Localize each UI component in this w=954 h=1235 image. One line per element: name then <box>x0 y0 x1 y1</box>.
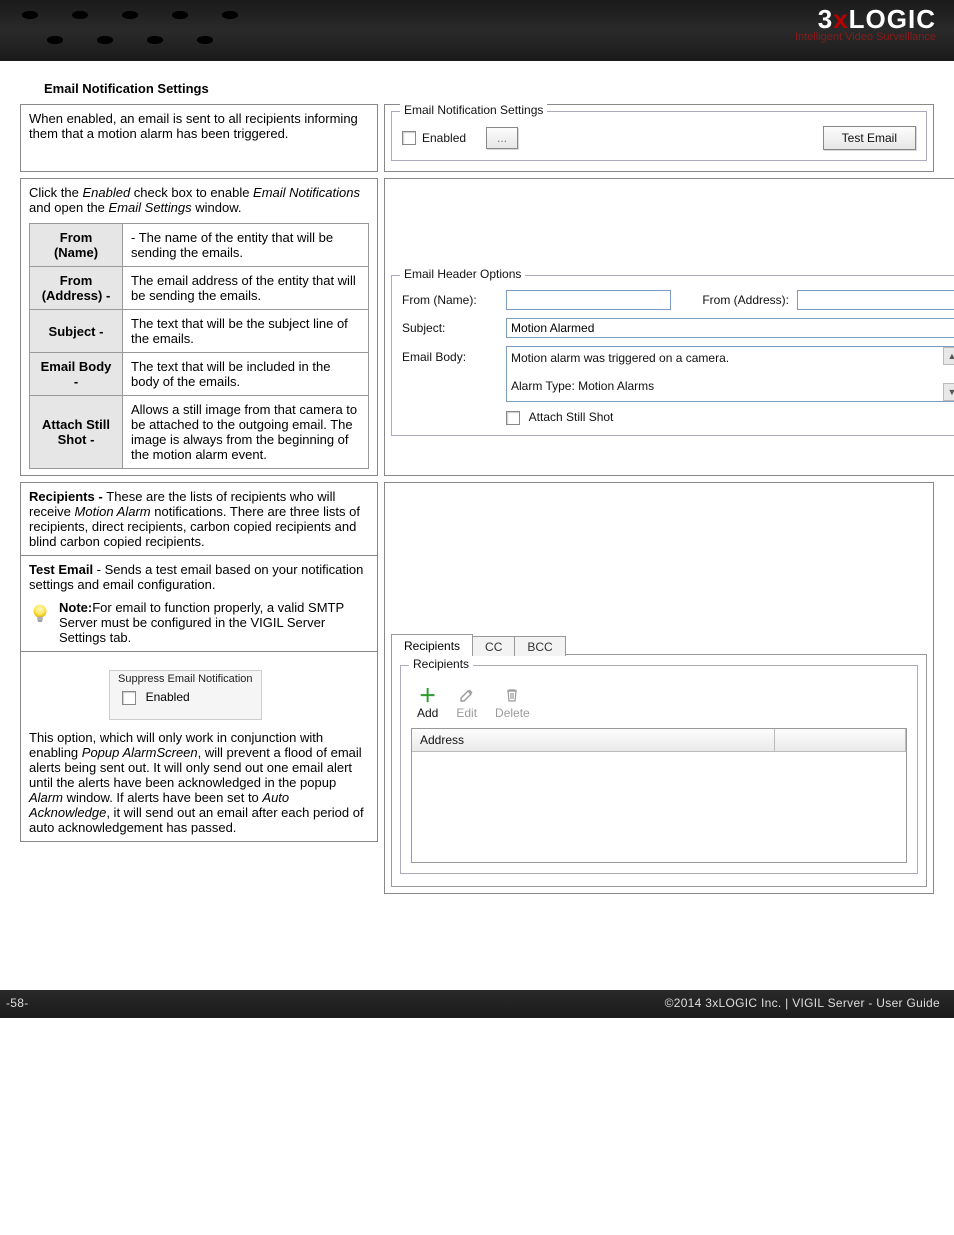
scroll-down-icon[interactable]: ▼ <box>943 383 954 401</box>
suppress-paragraph: This option, which will only work in con… <box>29 730 369 835</box>
subject-label: Subject: <box>402 321 498 335</box>
edit-button[interactable]: Edit <box>456 686 477 720</box>
row2-intro: Click the Enabled check box to enable Em… <box>29 185 369 215</box>
def-2-d: The text that will be the subject line o… <box>123 310 369 353</box>
brand-post: LOGIC <box>849 4 936 34</box>
subject-input[interactable] <box>506 318 954 338</box>
from-name-label: From (Name): <box>402 293 498 307</box>
email-body-label: Email Body: <box>402 346 498 364</box>
delete-button[interactable]: Delete <box>495 686 530 720</box>
footer-text: ©2014 3xLOGIC Inc. | VIGIL Server - User… <box>665 996 940 1010</box>
tab-cc[interactable]: CC <box>472 636 515 656</box>
row2-screenshot: Email Header Options From (Name): From (… <box>384 178 954 476</box>
enabled-label: Enabled <box>422 131 466 145</box>
banner-texture <box>0 0 350 61</box>
header-options-legend: Email Header Options <box>400 267 525 281</box>
from-name-input[interactable] <box>506 290 671 310</box>
ellipsis-button[interactable]: ... <box>486 127 518 149</box>
trash-icon <box>503 686 521 704</box>
row1-description: When enabled, an email is sent to all re… <box>20 104 378 172</box>
brand-logo: 3xLOGIC Intelligent Video Surveillance <box>795 4 936 43</box>
def-0-h: From (Name) <box>30 224 123 267</box>
plus-icon: ＋ <box>419 686 437 704</box>
attach-still-label: Attach Still Shot <box>529 410 614 424</box>
suppress-desc: Suppress Email Notification Enabled This… <box>20 652 378 842</box>
test-email-button[interactable]: Test Email <box>823 126 916 150</box>
add-button[interactable]: ＋ Add <box>417 686 438 720</box>
attach-still-checkbox[interactable] <box>506 411 520 425</box>
email-body-input[interactable]: Motion alarm was triggered on a camera. … <box>506 346 954 402</box>
footer: -58- ©2014 3xLOGIC Inc. | VIGIL Server -… <box>0 990 954 1018</box>
def-3-h: Email Body - <box>30 353 123 396</box>
page-number: -58- <box>6 996 29 1010</box>
recipients-grid: Address <box>411 728 907 863</box>
row1-screenshot: Email Notification Settings Enabled ... … <box>384 104 934 172</box>
grid-body[interactable] <box>412 752 906 862</box>
suppress-legend: Suppress Email Notification <box>110 673 261 685</box>
from-address-label: From (Address): <box>679 293 789 307</box>
recipients-tabs: Recipients CC BCC <box>391 633 933 654</box>
brand-sub: Intelligent Video Surveillance <box>795 31 936 43</box>
tab-recipients[interactable]: Recipients <box>391 634 473 655</box>
def-1-h: From (Address) - <box>30 267 123 310</box>
brand-pre: 3 <box>818 4 833 34</box>
header-banner: 3xLOGIC Intelligent Video Surveillance <box>0 0 954 61</box>
scroll-up-icon[interactable]: ▲ <box>943 347 954 365</box>
lightbulb-icon <box>29 600 51 629</box>
from-address-input[interactable] <box>797 290 954 310</box>
col-spacer <box>775 729 906 752</box>
recipients-group-legend: Recipients <box>409 657 473 671</box>
section-title: Email Notification Settings <box>44 81 934 96</box>
def-4-d: Allows a still image from that camera to… <box>123 396 369 469</box>
suppress-checkbox[interactable] <box>122 691 136 705</box>
def-3-d: The text that will be included in the bo… <box>123 353 369 396</box>
row2-left: Click the Enabled check box to enable Em… <box>20 178 378 476</box>
suppress-panel: Suppress Email Notification Enabled <box>109 670 262 720</box>
def-2-h: Subject - <box>30 310 123 353</box>
definitions-table: From (Name)- The name of the entity that… <box>29 223 369 469</box>
test-email-desc: Test Email - Sends a test email based on… <box>20 556 378 652</box>
recipients-screenshot: Recipients CC BCC Recipients ＋ Add <box>384 482 934 894</box>
tab-bcc[interactable]: BCC <box>514 636 565 656</box>
col-address[interactable]: Address <box>412 729 775 752</box>
suppress-enabled-label: Enabled <box>146 690 190 704</box>
recipients-desc: Recipients - These are the lists of reci… <box>20 482 378 556</box>
def-0-d: - The name of the entity that will be se… <box>123 224 369 267</box>
enabled-checkbox[interactable] <box>402 131 416 145</box>
group-title: Email Notification Settings <box>400 103 547 117</box>
def-4-h: Attach Still Shot - <box>30 396 123 469</box>
recipients-tabpanel: Recipients ＋ Add Edit <box>391 654 927 887</box>
def-1-d: The email address of the entity that wil… <box>123 267 369 310</box>
brand-x: x <box>833 4 848 34</box>
pencil-icon <box>458 686 476 704</box>
